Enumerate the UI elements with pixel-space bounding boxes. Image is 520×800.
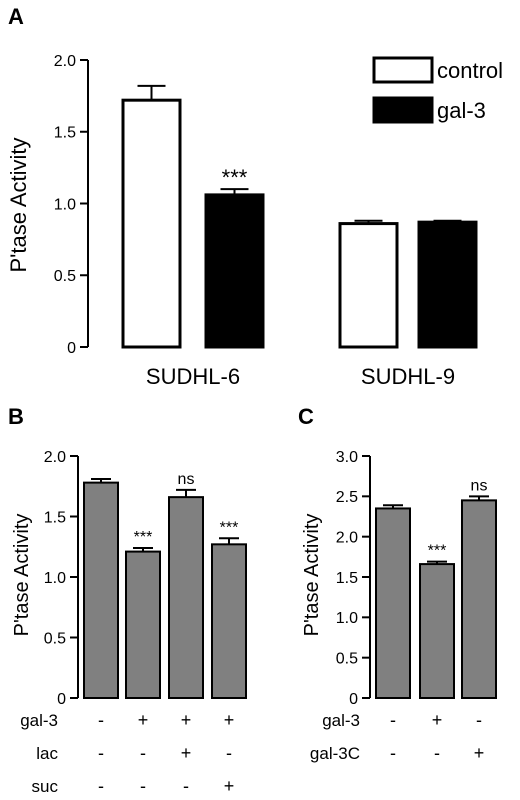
chart-c-bar-1 xyxy=(376,508,410,698)
chart-b-y-tick-label: 1.5 xyxy=(44,509,66,526)
chart-b: P'tase Activity 0 0.5 1.0 1.5 2.0 *** ns *** g… xyxy=(11,449,246,796)
chart-b-significance-label: ns xyxy=(178,471,195,488)
chart-c-condition-sign: - xyxy=(434,743,440,763)
chart-b-y-tick-label: 1.0 xyxy=(44,570,66,587)
chart-b-condition-label: gal-3 xyxy=(20,711,58,730)
chart-b-condition-sign: + xyxy=(224,710,235,730)
chart-b-condition-sign: - xyxy=(140,776,146,796)
chart-a-significance-label: *** xyxy=(222,165,248,190)
legend-label-control: control xyxy=(437,58,503,83)
chart-b-condition-sign: - xyxy=(140,743,146,763)
legend-swatch-control xyxy=(374,58,432,82)
chart-b-bars: *** ns *** xyxy=(84,471,246,698)
chart-b-condition-sign: + xyxy=(224,776,235,796)
legend-label-gal-3: gal-3 xyxy=(437,98,486,123)
panel-label-c: C xyxy=(298,404,314,429)
panel-label-a: A xyxy=(8,4,24,29)
chart-b-condition-sign: - xyxy=(98,743,104,763)
chart-c-y-axis: 0 0.5 1.0 1.5 2.0 2.5 3.0 xyxy=(336,449,370,708)
chart-b-bar-2 xyxy=(126,552,160,698)
chart-b-y-axis: 0 0.5 1.0 1.5 2.0 xyxy=(44,449,78,708)
chart-c-condition-sign: + xyxy=(474,743,485,763)
chart-c-condition-label: gal-3C xyxy=(310,744,360,763)
chart-b-y-tick-label: 2.0 xyxy=(44,449,66,466)
chart-b-condition-sign: - xyxy=(98,776,104,796)
chart-c-bars: *** ns xyxy=(376,477,496,698)
chart-a-x-tick-labels: SUDHL-6 SUDHL-9 xyxy=(146,364,455,389)
chart-c-condition-sign: - xyxy=(390,743,396,763)
chart-b-condition-label: lac xyxy=(36,744,58,763)
chart-c-bar-2 xyxy=(420,564,454,698)
chart-b-condition-sign: + xyxy=(181,710,192,730)
chart-b-condition-sign: - xyxy=(183,776,189,796)
chart-b-significance-label: *** xyxy=(134,529,153,546)
chart-b-bar-3 xyxy=(169,497,203,698)
chart-b-y-tick-label: 0.5 xyxy=(44,630,66,647)
legend-swatch-gal-3 xyxy=(374,98,432,122)
chart-a-x-tick-label: SUDHL-9 xyxy=(361,364,455,389)
chart-c-y-tick-label: 1.0 xyxy=(336,610,358,627)
chart-a-bars: *** xyxy=(123,86,476,347)
chart-a-y-tick-label: 0 xyxy=(67,340,76,357)
chart-a-bar-gal-3-SUDHL-9 xyxy=(419,222,476,347)
chart-b-condition-sign: + xyxy=(181,743,192,763)
chart-a-x-tick-label: SUDHL-6 xyxy=(146,364,240,389)
panel-label-b: B xyxy=(8,404,24,429)
chart-b-condition-label: suc xyxy=(32,777,59,796)
chart-b-condition-sign: - xyxy=(98,710,104,730)
chart-b-y-tick-label: 0 xyxy=(57,691,66,708)
chart-c-y-tick-label: 0 xyxy=(349,691,358,708)
chart-a-y-tick-label: 1.0 xyxy=(54,196,76,213)
chart-b-condition-table: gal-3 - + + + lac - - + - suc - - - + xyxy=(20,710,234,796)
chart-c-condition-sign: - xyxy=(390,710,396,730)
chart-c-y-tick-label: 1.5 xyxy=(336,570,358,587)
chart-a-y-axis-label: P'tase Activity xyxy=(6,137,31,272)
chart-a: P'tase Activity 0 0.5 1.0 1.5 2.0 *** SUDHL-… xyxy=(6,53,503,389)
chart-a-bar-control-SUDHL-6 xyxy=(123,100,180,347)
chart-c-y-tick-label: 3.0 xyxy=(336,449,358,466)
chart-b-condition-sign: - xyxy=(226,743,232,763)
chart-b-y-axis-label: P'tase Activity xyxy=(11,514,33,637)
chart-c-condition-sign: + xyxy=(432,710,443,730)
chart-c-y-tick-label: 2.5 xyxy=(336,489,358,506)
chart-a-bar-control-SUDHL-9 xyxy=(340,224,397,347)
chart-a-y-axis: 0 0.5 1.0 1.5 2.0 xyxy=(54,53,88,357)
chart-c-y-tick-label: 2.0 xyxy=(336,529,358,546)
chart-a-y-tick-label: 2.0 xyxy=(54,53,76,70)
chart-c-bar-3 xyxy=(462,500,496,698)
chart-b-bar-4 xyxy=(212,544,246,698)
chart-c-y-axis-label: P'tase Activity xyxy=(301,514,323,637)
chart-c-y-tick-label: 0.5 xyxy=(336,650,358,667)
chart-c-significance-label: ns xyxy=(471,477,488,494)
chart-c: P'tase Activity 0 0.5 1.0 1.5 2.0 2.5 3.0 *** n… xyxy=(301,449,496,763)
chart-a-legend: control gal-3 xyxy=(374,58,503,123)
chart-b-condition-sign: + xyxy=(138,710,149,730)
chart-c-condition-label: gal-3 xyxy=(322,711,360,730)
chart-a-y-tick-label: 0.5 xyxy=(54,268,76,285)
chart-c-condition-sign: - xyxy=(476,710,482,730)
chart-a-bar-gal-3-SUDHL-6 xyxy=(206,195,263,347)
chart-c-condition-table: gal-3 - + - gal-3C - - + xyxy=(310,710,484,763)
chart-b-bar-1 xyxy=(84,483,118,698)
chart-b-significance-label: *** xyxy=(220,519,239,536)
chart-a-y-tick-label: 1.5 xyxy=(54,125,76,142)
chart-c-significance-label: *** xyxy=(428,543,447,560)
